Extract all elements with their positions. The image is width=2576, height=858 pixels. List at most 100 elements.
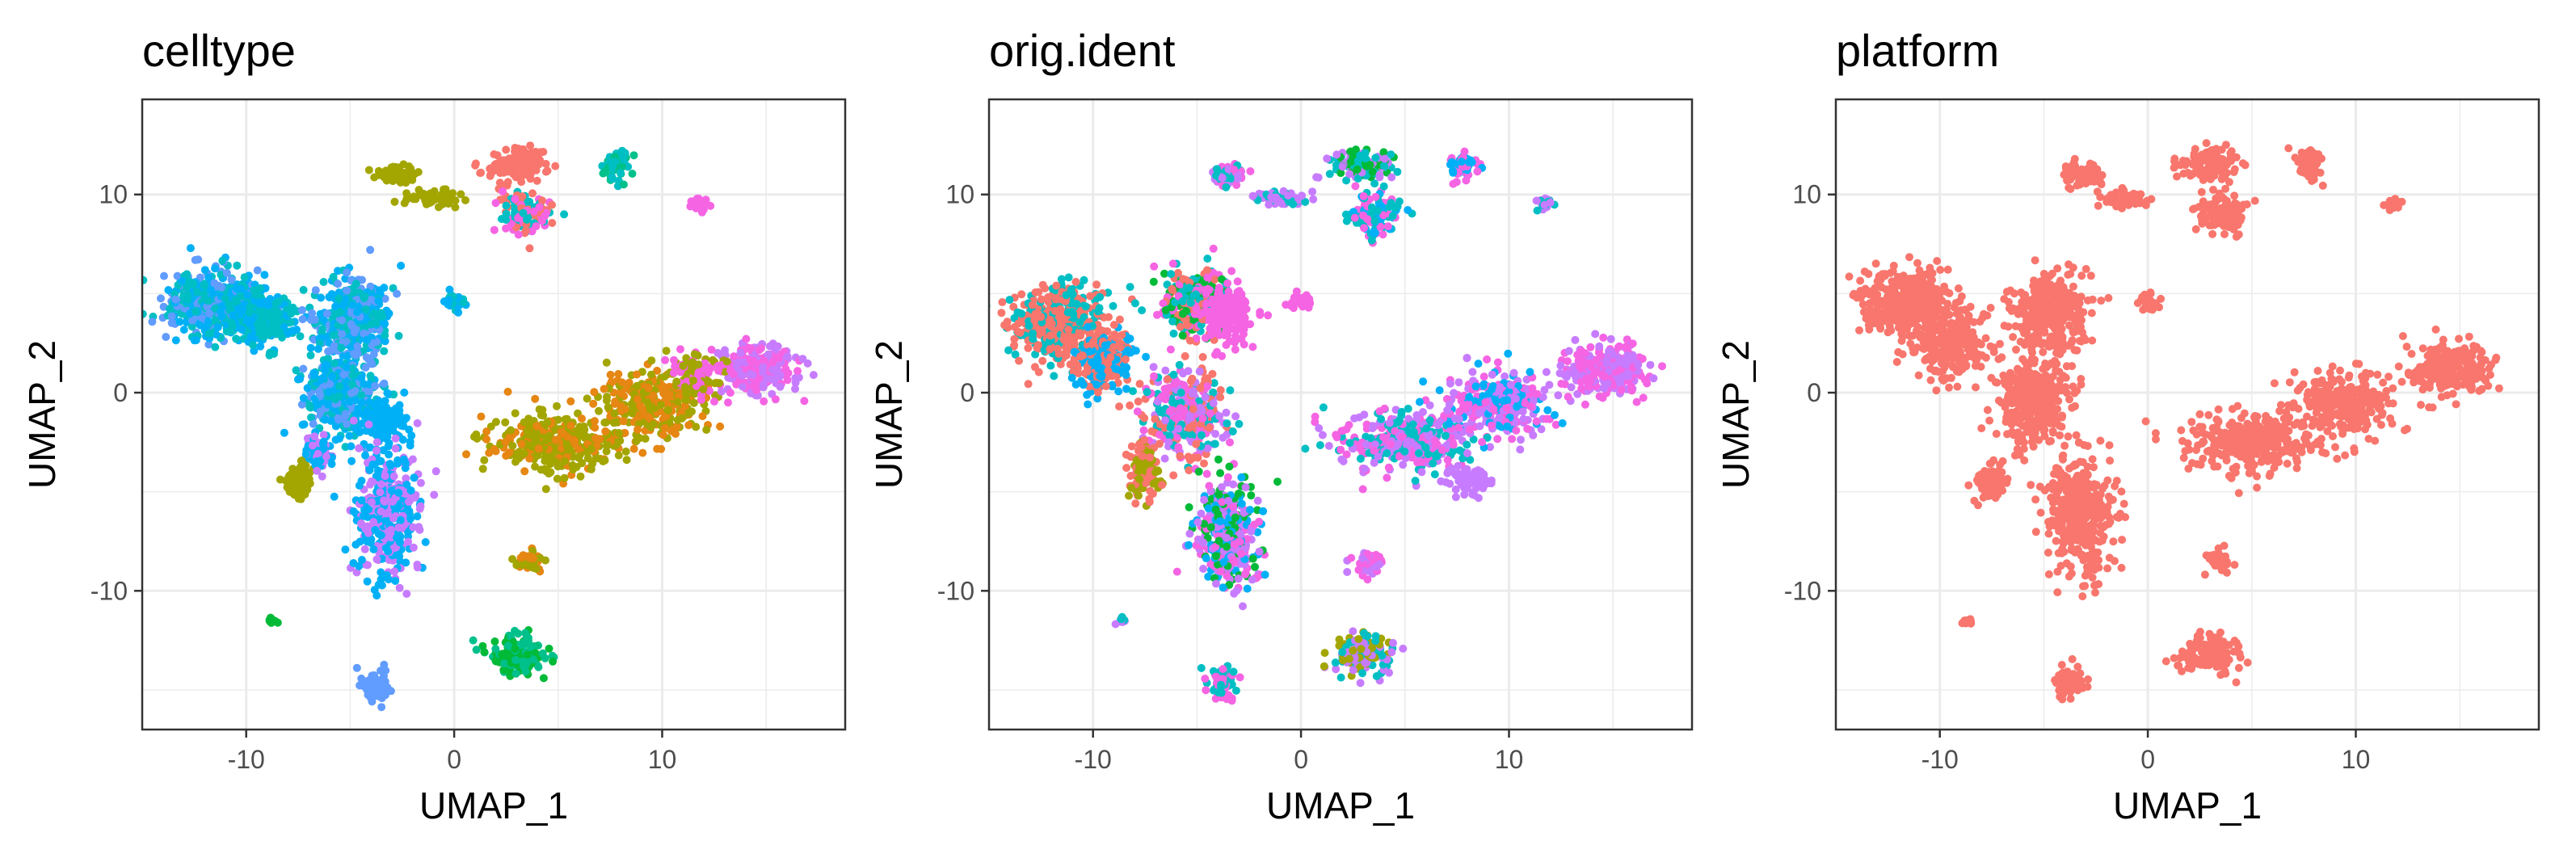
data-point [380, 347, 389, 355]
data-point [711, 379, 719, 388]
data-point [1131, 347, 1140, 355]
data-point [369, 518, 378, 526]
data-point [1142, 352, 1151, 361]
data-point [1227, 267, 1236, 275]
point-cluster [469, 626, 558, 683]
data-point [694, 370, 702, 379]
data-point [1103, 327, 1112, 336]
data-point [225, 300, 234, 309]
data-point [390, 567, 399, 576]
data-point [271, 328, 280, 337]
data-point [301, 450, 310, 459]
data-point [523, 427, 532, 435]
data-point [352, 663, 361, 672]
data-point [217, 271, 225, 279]
point-cluster [265, 613, 282, 627]
data-point [318, 472, 326, 481]
data-point [511, 409, 520, 418]
data-point [353, 308, 361, 317]
data-point [519, 208, 528, 217]
data-point [373, 466, 382, 475]
data-point [192, 288, 201, 297]
point-cluster [330, 416, 440, 600]
grid [989, 99, 1692, 730]
data-point [679, 361, 688, 370]
data-point [1084, 400, 1092, 409]
data-point [562, 414, 571, 423]
data-point [316, 456, 325, 465]
data-point [469, 636, 478, 645]
data-point [249, 341, 258, 350]
data-point [601, 427, 610, 435]
data-point [1013, 308, 1022, 317]
data-point [1105, 313, 1113, 322]
data-point [663, 406, 672, 414]
data-point [536, 553, 545, 562]
data-point [293, 326, 301, 334]
data-point [1083, 390, 1092, 399]
data-point [457, 190, 465, 199]
data-point [615, 429, 623, 437]
data-point [252, 291, 261, 300]
data-point [306, 343, 315, 352]
data-point [490, 444, 499, 453]
data-point [187, 322, 196, 331]
data-point [502, 224, 510, 233]
data-point [413, 512, 422, 521]
data-point [357, 373, 366, 382]
data-point [486, 171, 495, 180]
data-point [1037, 313, 1046, 322]
data-point [542, 465, 551, 474]
data-point [233, 261, 242, 270]
data-point [678, 414, 686, 423]
data-point [656, 401, 665, 410]
data-point [531, 462, 540, 471]
data-point [600, 456, 609, 465]
data-point [528, 554, 537, 563]
data-point [369, 545, 378, 553]
data-point [331, 302, 340, 311]
data-point [518, 561, 527, 570]
data-point [394, 488, 403, 497]
data-point [717, 387, 726, 396]
point-cluster [1192, 267, 1273, 360]
data-point [1126, 283, 1134, 292]
data-point [364, 166, 373, 175]
data-point [393, 289, 402, 298]
data-point [1037, 295, 1046, 304]
data-point [690, 389, 699, 398]
data-point [330, 359, 339, 368]
data-point [490, 637, 499, 646]
data-point [357, 391, 366, 400]
point-cluster [471, 141, 560, 193]
data-point [1083, 367, 1092, 376]
data-point [514, 159, 523, 168]
data-point [273, 318, 282, 326]
data-point [205, 309, 214, 318]
data-point [647, 370, 655, 379]
point-cluster [1046, 321, 1151, 411]
data-point [495, 179, 504, 187]
data-point [1149, 277, 1158, 286]
data-point [260, 271, 269, 280]
data-point [415, 186, 423, 194]
data-point [502, 201, 511, 210]
data-point [386, 461, 395, 470]
data-point [1046, 361, 1055, 370]
data-point [747, 344, 755, 352]
data-point [595, 406, 603, 415]
data-point [385, 427, 394, 435]
point-cluster [690, 334, 818, 407]
data-point [255, 307, 263, 316]
data-point [514, 629, 523, 638]
data-point [684, 421, 693, 430]
data-point [1115, 315, 1124, 324]
data-point [343, 286, 351, 295]
data-point [1106, 353, 1115, 362]
data-point [349, 507, 358, 515]
data-point [508, 555, 517, 563]
data-point [606, 370, 615, 379]
data-point [387, 525, 395, 534]
